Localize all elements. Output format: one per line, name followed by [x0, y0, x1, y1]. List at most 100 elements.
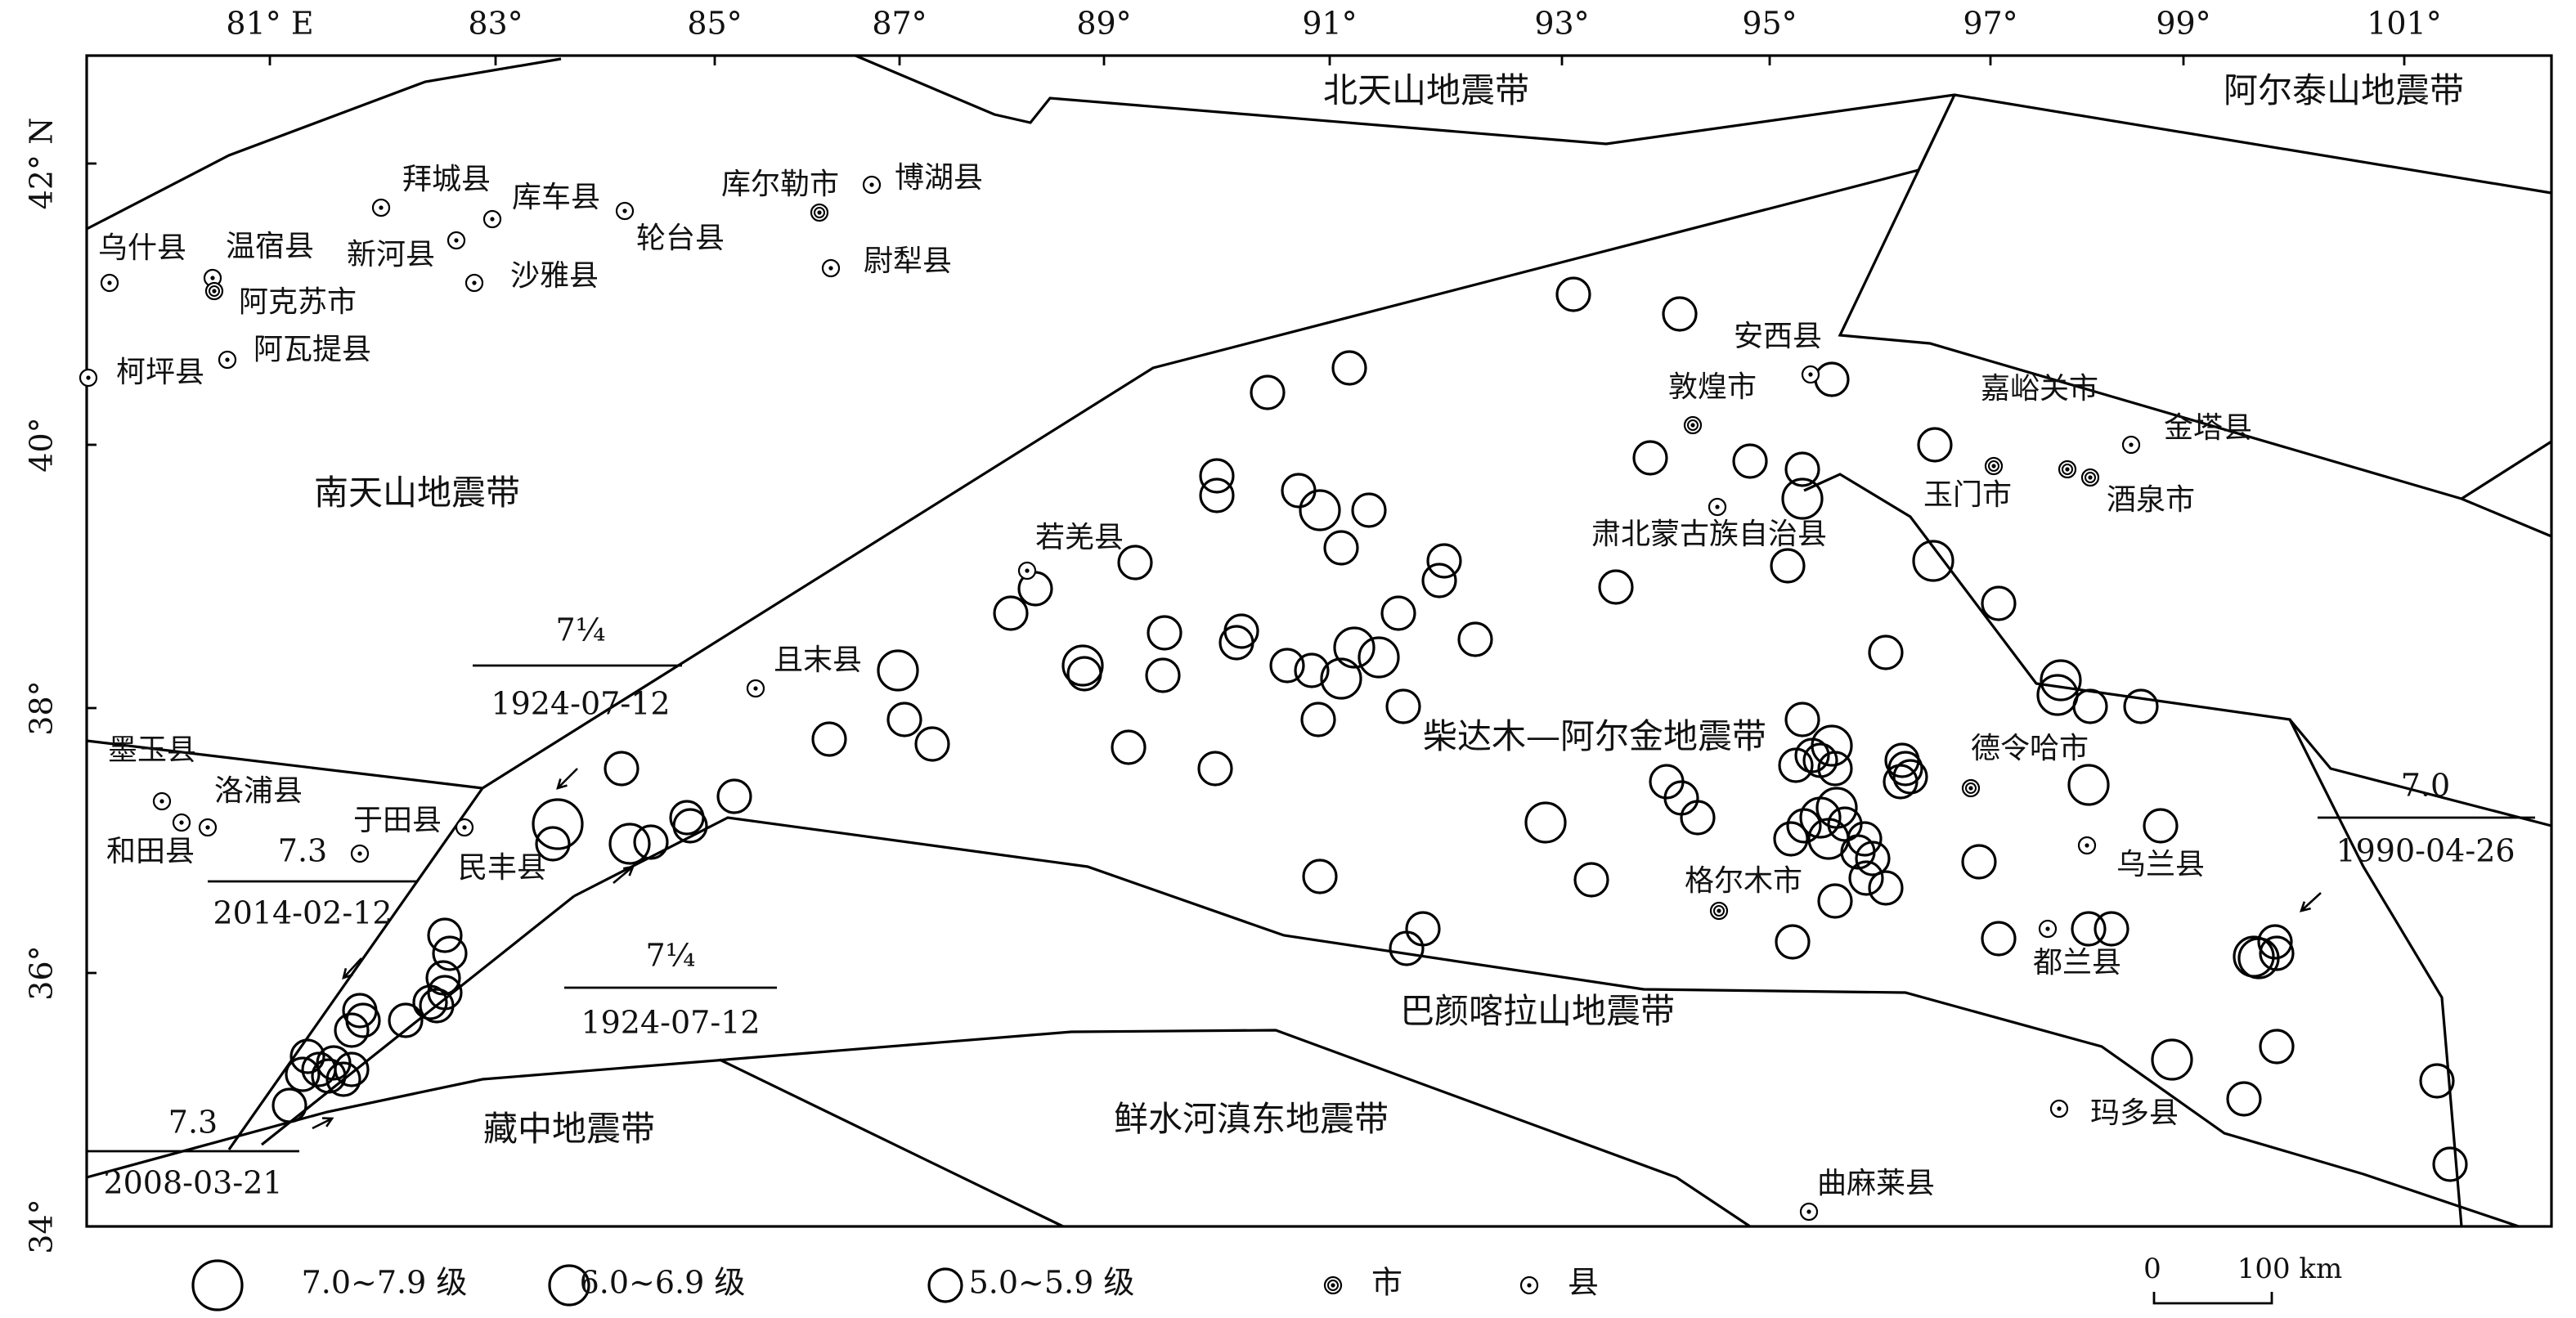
earthquake — [432, 935, 468, 971]
earthquake — [1299, 489, 1341, 531]
longitude-label: 93° — [1534, 6, 1589, 42]
latitude-label: 40° — [24, 417, 60, 472]
city-symbol-inner — [1327, 1280, 1339, 1291]
earthquake — [1061, 644, 1104, 687]
earthquake — [1380, 595, 1416, 631]
earthquake — [1732, 443, 1768, 479]
earthquake — [2071, 911, 2107, 947]
longitude-label: 99° — [2156, 6, 2210, 42]
city-symbol-dot — [2065, 467, 2070, 472]
earthquake — [1358, 636, 1400, 679]
earthquake — [345, 1002, 381, 1038]
latitude-label: 34° — [24, 1199, 60, 1253]
earthquake — [1573, 862, 1609, 898]
earthquake — [1883, 764, 1919, 800]
place-label: 曲麻莱县 — [1817, 1167, 1935, 1200]
arrow — [2300, 892, 2322, 912]
place-label: 洛浦县 — [214, 774, 303, 808]
city-symbol-dot — [817, 210, 822, 215]
map-frame — [85, 54, 2553, 1228]
county-symbol-dot — [828, 266, 833, 271]
city-symbol-inner — [814, 207, 825, 218]
earthquake — [2259, 1029, 2295, 1065]
annotation-date: 1924-07-12 — [581, 1005, 760, 1041]
earthquake — [2257, 924, 2293, 960]
earthquake — [532, 798, 584, 850]
longitude-label: 91° — [1302, 6, 1357, 42]
longitude-label: 89° — [1076, 6, 1131, 42]
county-symbol-dot — [179, 820, 184, 825]
earthquake — [1421, 563, 1457, 598]
legend-label: 县 — [1568, 1265, 1599, 1301]
earthquake — [1773, 821, 1809, 857]
latitude-label: 36° — [24, 945, 60, 1000]
county-symbol-dot — [2129, 442, 2134, 447]
annotation-date: 2008-03-21 — [103, 1165, 282, 1201]
fault-line — [227, 787, 484, 1150]
earthquake — [419, 988, 455, 1024]
place-label: 阿瓦提县 — [254, 333, 371, 366]
place-label: 库车县 — [512, 181, 600, 214]
earthquake — [1333, 626, 1376, 669]
earthquake — [1331, 350, 1367, 386]
earthquake — [1912, 540, 1954, 582]
earthquake — [1848, 860, 1884, 896]
place-label: 博湖县 — [895, 161, 983, 195]
longitude-label: 83° — [468, 6, 523, 42]
arrow-head — [321, 1117, 334, 1127]
city-symbol-dot — [1991, 464, 1996, 468]
county-symbol-dot — [1025, 568, 1030, 573]
place-label: 温宿县 — [226, 230, 314, 263]
city-symbol-inner — [2062, 464, 2073, 475]
legend-symbol — [191, 1259, 244, 1311]
earthquake — [1302, 858, 1338, 894]
scale-bar — [2152, 1292, 2273, 1305]
earthquake — [914, 726, 950, 762]
earthquake — [412, 984, 448, 1020]
earthquake — [1770, 548, 1806, 584]
arrow — [557, 768, 578, 789]
fault-line — [2461, 440, 2552, 500]
earthquake — [1981, 585, 2017, 621]
scale-length: 100 km — [2237, 1253, 2343, 1285]
earthquake — [1524, 801, 1567, 844]
county-symbol-dot — [753, 686, 758, 691]
city-symbol-inner — [2085, 472, 2096, 483]
earthquake — [1066, 656, 1102, 692]
county-symbol-dot — [1808, 372, 1813, 377]
place-label: 敦煌市 — [1668, 370, 1757, 404]
earthquake — [604, 751, 640, 787]
earthquake — [289, 1038, 325, 1074]
earthquake — [1389, 930, 1425, 966]
earthquake — [1197, 751, 1233, 787]
earthquake — [2123, 688, 2159, 724]
earthquake — [886, 702, 922, 737]
place-label: 库尔勒市 — [721, 168, 839, 201]
earthquake — [993, 595, 1029, 631]
earthquake — [1555, 276, 1591, 312]
earthquake — [1320, 657, 1362, 700]
county-symbol-dot — [490, 217, 495, 222]
earthquake — [1598, 569, 1634, 605]
legend-symbol — [927, 1267, 963, 1303]
annotation-date: 1990-04-26 — [2336, 833, 2515, 869]
earthquake — [1457, 621, 1493, 657]
fault-line — [261, 894, 575, 1146]
earthquake — [633, 824, 669, 860]
earthquake — [608, 823, 651, 865]
earthquake — [2419, 1063, 2455, 1099]
earthquake — [342, 993, 378, 1029]
city-symbol-inner — [1713, 905, 1725, 917]
earthquake — [2432, 1146, 2468, 1182]
earthquake — [1855, 841, 1891, 876]
city-symbol-inner — [209, 285, 220, 297]
earthquake — [1961, 844, 1997, 880]
annotation-date: 2014-02-12 — [213, 895, 392, 931]
earthquake — [311, 1058, 347, 1094]
county-symbol-dot — [2057, 1106, 2062, 1111]
earthquake — [1868, 870, 1904, 906]
earthquake — [1784, 451, 1820, 487]
earthquake — [2067, 764, 2110, 806]
place-label: 肃北蒙古族自治县 — [1591, 518, 1827, 551]
